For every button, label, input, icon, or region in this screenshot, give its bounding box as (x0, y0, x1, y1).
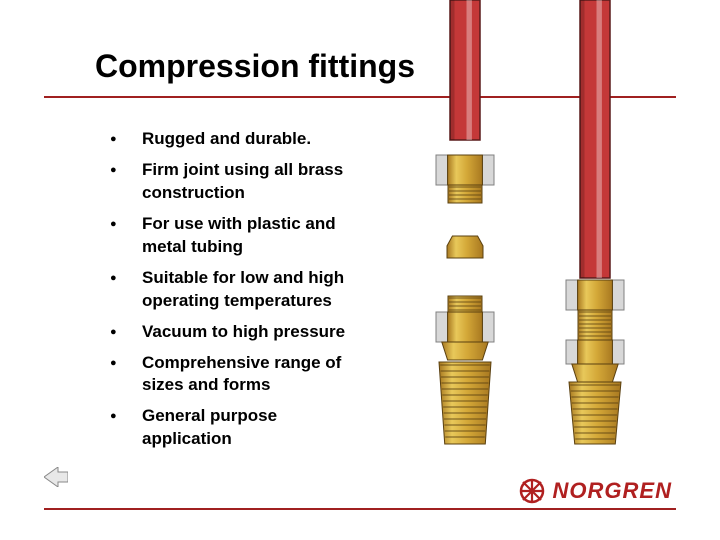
bullet-item: Rugged and durable. (110, 128, 370, 151)
bullet-item: General purpose application (110, 405, 370, 451)
brand-logo: NORGREN (519, 478, 672, 504)
brand-mark-icon (519, 478, 545, 504)
prev-arrow-icon[interactable] (44, 467, 68, 492)
bullet-list: Rugged and durable. Firm joint using all… (110, 128, 370, 459)
bullet-item: For use with plastic and metal tubing (110, 213, 370, 259)
slide-title: Compression fittings (95, 48, 415, 85)
bullet-item: Firm joint using all brass construction (110, 159, 370, 205)
brand-name: NORGREN (553, 478, 672, 504)
footer-rule (44, 508, 676, 510)
bullet-item: Vacuum to high pressure (110, 321, 370, 344)
bullet-item: Comprehensive range of sizes and forms (110, 352, 370, 398)
slide: { "title": "Compression fittings", "bull… (0, 0, 720, 540)
slide-title-wrap: Compression fittings (95, 48, 415, 85)
bullet-item: Suitable for low and high operating temp… (110, 267, 370, 313)
fitting-illustration (370, 0, 680, 470)
